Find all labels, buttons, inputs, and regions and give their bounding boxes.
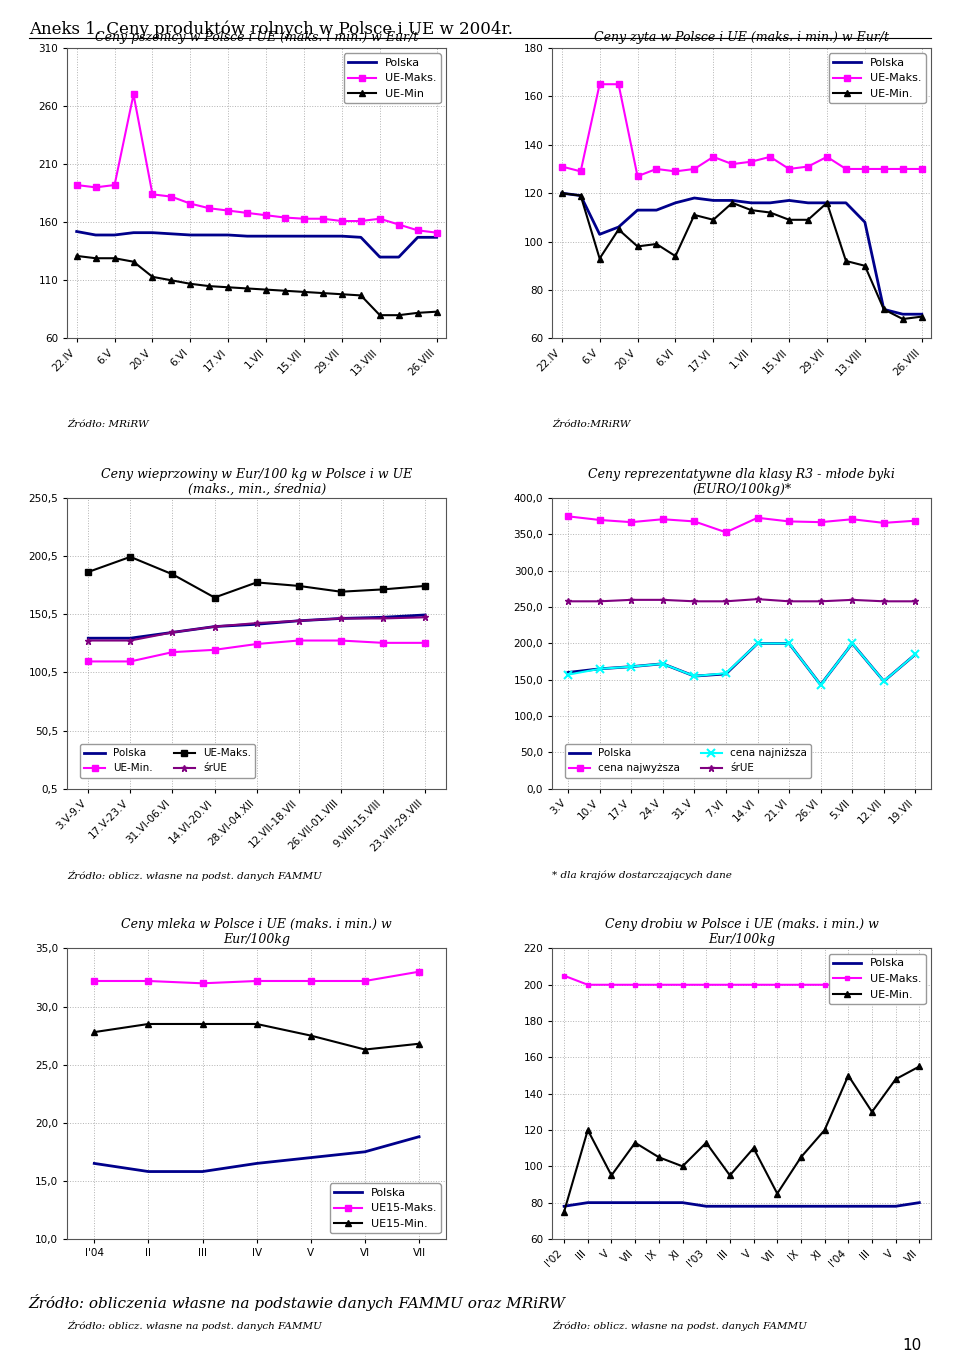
Text: Źródło: oblicz. własne na podst. danych FAMMU: Źródło: oblicz. własne na podst. danych …	[67, 1320, 322, 1331]
Text: Źródło: obliczenia własne na podstawie danych FAMMU oraz MRiRW: Źródło: obliczenia własne na podstawie d…	[29, 1294, 565, 1310]
Text: Źródło:MRiRW: Źródło:MRiRW	[552, 420, 631, 428]
Text: 10: 10	[902, 1338, 922, 1353]
Text: Źródło: MRiRW: Źródło: MRiRW	[67, 420, 149, 428]
Title: Ceny zyta w Polsce i UE (maks. i min.) w Eur/t: Ceny zyta w Polsce i UE (maks. i min.) w…	[594, 31, 889, 44]
Legend: Polska, UE-Min., UE-Maks., śrUE: Polska, UE-Min., UE-Maks., śrUE	[80, 745, 255, 778]
Title: Ceny reprezentatywne dla klasy R3 - młode byki
(EURO/100kg)*: Ceny reprezentatywne dla klasy R3 - młod…	[588, 468, 895, 496]
Title: Ceny wieprzowiny w Eur/100 kg w Polsce i w UE
(maks., min., średnia): Ceny wieprzowiny w Eur/100 kg w Polsce i…	[101, 468, 412, 496]
Title: Ceny pszenicy w Polsce i UE (maks. i min.) w Eur/t: Ceny pszenicy w Polsce i UE (maks. i min…	[95, 31, 419, 44]
Legend: Polska, UE-Maks., UE-Min.: Polska, UE-Maks., UE-Min.	[828, 954, 925, 1003]
Title: Ceny mleka w Polsce i UE (maks. i min.) w
Eur/100kg: Ceny mleka w Polsce i UE (maks. i min.) …	[121, 917, 392, 946]
Legend: Polska, UE-Maks., UE-Min: Polska, UE-Maks., UE-Min	[344, 53, 441, 104]
Legend: Polska, UE-Maks., UE-Min.: Polska, UE-Maks., UE-Min.	[828, 53, 925, 104]
Text: Źródło: oblicz. własne na podst. danych FAMMU: Źródło: oblicz. własne na podst. danych …	[67, 871, 322, 880]
Title: Ceny drobiu w Polsce i UE (maks. i min.) w
Eur/100kg: Ceny drobiu w Polsce i UE (maks. i min.)…	[605, 917, 878, 946]
Legend: Polska, cena najwyższa, cena najniższa, śrUE: Polska, cena najwyższa, cena najniższa, …	[565, 745, 811, 778]
Text: * dla krajów dostarczających dane: * dla krajów dostarczających dane	[552, 871, 732, 879]
Legend: Polska, UE15-Maks., UE15-Min.: Polska, UE15-Maks., UE15-Min.	[329, 1183, 441, 1233]
Text: Źródło: oblicz. własne na podst. danych FAMMU: Źródło: oblicz. własne na podst. danych …	[552, 1320, 807, 1331]
Text: Aneks 1. Ceny produktów rolnych w Polsce i UE w 2004r.: Aneks 1. Ceny produktów rolnych w Polsce…	[29, 21, 513, 38]
